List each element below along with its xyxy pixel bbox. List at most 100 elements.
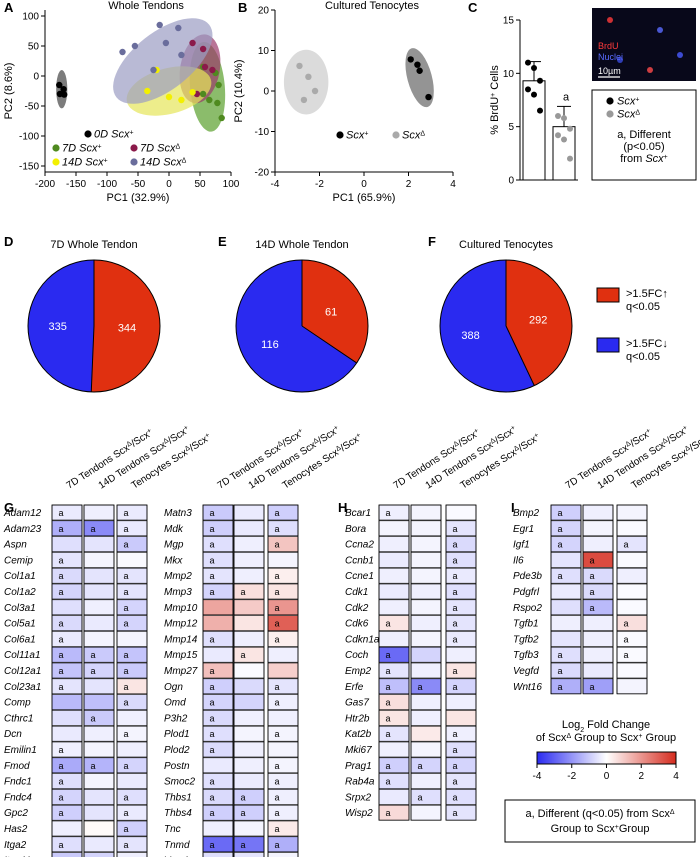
pie-chart-D: 344 335 7D Whole Tendon: [27, 239, 161, 393]
heatmap-cell: [267, 599, 299, 616]
significance-mark: a: [274, 682, 279, 692]
y-tick-label: 10: [258, 46, 270, 57]
legend-label-base: Scx: [346, 130, 365, 142]
significance-mark: a: [123, 571, 128, 581]
significance-mark: a: [240, 840, 245, 850]
heatmap-cell: [445, 725, 477, 742]
legend-label: Scx+: [617, 96, 639, 108]
gene-label: P3h2: [164, 713, 188, 724]
data-point: [199, 45, 207, 53]
colorbar-title: of ScxΔ Group to Scx+ Group: [536, 732, 676, 744]
heatmap-cell: [83, 567, 115, 584]
heatmap-cell: [410, 536, 442, 552]
column-header-sup: Δ: [683, 444, 691, 453]
heatmap-cell: [202, 757, 234, 774]
heatmap-cell: [267, 520, 299, 537]
heatmap-cell: [51, 725, 83, 742]
legend-marker: [52, 158, 60, 166]
gene-label: Col5a1: [4, 619, 36, 630]
data-point: [60, 86, 67, 93]
x-tick-label: -50: [131, 179, 146, 190]
significance-mark: a: [589, 555, 594, 565]
heatmap-cell: [51, 504, 83, 521]
data-point: [561, 115, 567, 122]
heatmap-cell: [378, 615, 410, 631]
data-point: [305, 73, 312, 81]
heatmap-cell: [445, 662, 477, 679]
gene-label: Thbs1: [164, 792, 192, 803]
y-label-tail: Cells: [489, 65, 501, 93]
data-point: [311, 87, 319, 95]
heatmap-cell: [582, 583, 614, 600]
significance-mark: a: [123, 508, 128, 518]
column-header-sup: +: [681, 424, 688, 432]
x-axis-label: PC1 (65.9%): [333, 192, 396, 204]
legend-label: 7D Scx+: [62, 143, 102, 155]
heatmap-cell: [410, 741, 442, 758]
heatmap-cell: [116, 631, 148, 647]
gene-label: Erfe: [345, 682, 364, 693]
gene-label: Tgfb2: [513, 634, 539, 645]
heatmap-cell: [202, 583, 234, 600]
pie-divider: [505, 325, 535, 386]
heatmap-cell: [582, 631, 614, 647]
column-header-sup: Δ: [334, 444, 342, 453]
heatmap-cell: [445, 757, 477, 774]
inset-label-brdu: BrdU: [598, 41, 619, 51]
pie-legend-swatch: [596, 287, 620, 303]
heatmap-cell: [267, 678, 299, 695]
colorbar-tick-label: -4: [533, 771, 542, 782]
significance-mark: a: [452, 792, 457, 802]
column-outline: [550, 504, 582, 695]
significance-mark: a: [240, 650, 245, 660]
data-point: [201, 63, 209, 71]
significance-mark: a: [90, 524, 95, 534]
gene-label: Cdk1: [345, 587, 368, 598]
significance-mark: a: [557, 524, 562, 534]
gene-label: Emilin1: [4, 745, 37, 756]
gene-label: Col1a2: [4, 587, 36, 598]
gene-label: Col6a1: [4, 634, 36, 645]
heatmap-cell: [83, 773, 115, 789]
significance-mark: a: [589, 587, 594, 597]
significance-mark: a: [90, 650, 95, 660]
significance-mark: a: [209, 524, 214, 534]
gene-label: Bora: [345, 524, 367, 535]
gene-label: Tnmd: [164, 840, 190, 851]
heatmap-cell: [445, 710, 477, 726]
significance-mark: a: [452, 619, 457, 629]
gene-label: Fmod: [4, 761, 30, 772]
colorbar: [536, 751, 677, 765]
heatmap-cell: [233, 836, 265, 853]
legend-label-base: Scx: [617, 96, 636, 108]
heatmap-cell: [233, 757, 265, 774]
y-label-base: % BrdU: [489, 97, 501, 135]
heatmap-cell: [51, 757, 83, 774]
heatmap-cell: [410, 804, 442, 821]
cluster-ellipse-0: [405, 48, 434, 108]
y-tick-label: 15: [503, 16, 515, 27]
data-point: [567, 155, 573, 162]
significance-mark: a: [452, 745, 457, 755]
heatmap-cell: [116, 520, 148, 537]
heatmap-cell: [445, 504, 477, 521]
heatmap-cell: [410, 710, 442, 726]
significance-mark: a: [563, 91, 570, 103]
data-point: [56, 81, 63, 89]
heatmap-cell: [550, 599, 582, 616]
gene-label: Gas7: [345, 698, 369, 709]
heatmap-cell: [550, 615, 582, 631]
significance-mark: a: [58, 619, 63, 629]
heatmap-cell: [582, 646, 614, 663]
data-point: [165, 93, 173, 101]
cell-nucleus: [607, 17, 613, 23]
data-point: [199, 90, 207, 98]
significance-mark: a: [385, 619, 390, 629]
heatmap-cell: [83, 646, 115, 663]
heatmap-cell: [116, 536, 148, 552]
y-tick-label: 0: [263, 87, 269, 98]
legend-marker: [52, 144, 60, 152]
gene-label: Cemip: [4, 555, 33, 566]
heatmap-cell: [233, 710, 265, 726]
heatmap-cell: [51, 694, 83, 710]
